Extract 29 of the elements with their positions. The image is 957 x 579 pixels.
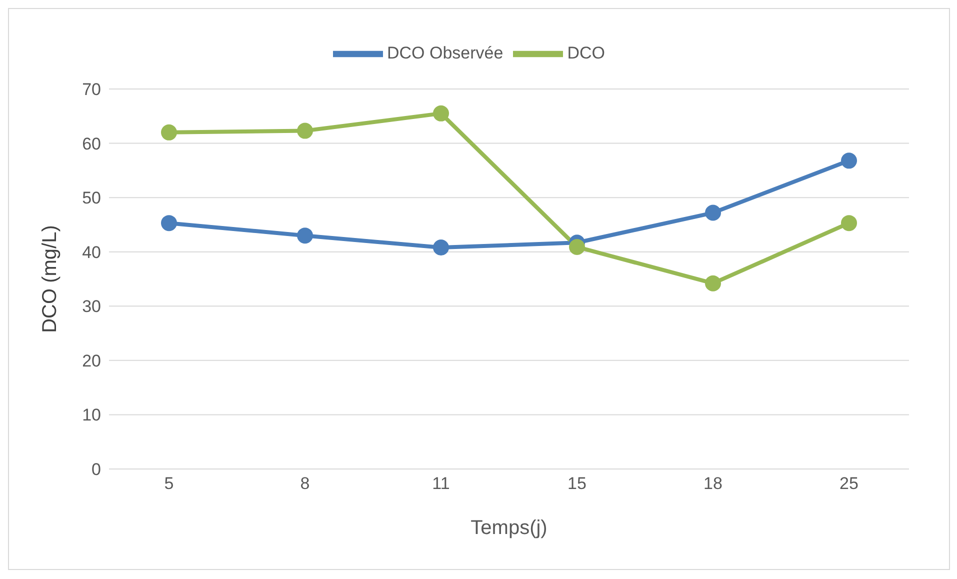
point	[705, 275, 721, 292]
point	[705, 204, 721, 221]
point	[841, 152, 857, 169]
y-axis-title: DCO (mg/L)	[39, 225, 62, 333]
y-tick-label: 10	[82, 406, 101, 425]
point	[161, 124, 177, 140]
point	[433, 240, 449, 256]
legend-label: DCO Observée	[387, 43, 504, 62]
x-tick-label: 11	[432, 474, 450, 494]
point	[433, 105, 449, 122]
point	[569, 238, 585, 255]
legend-label: DCO	[567, 43, 605, 62]
y-tick-label: 30	[82, 297, 101, 316]
x-tick-label: 18	[704, 474, 722, 494]
point	[161, 215, 177, 232]
x-tick-label: 25	[840, 474, 858, 494]
y-tick-label: 0	[92, 460, 101, 480]
point	[297, 228, 313, 244]
point	[841, 215, 857, 232]
y-tick-label: 70	[82, 80, 101, 100]
y-tick-label: 60	[82, 134, 101, 154]
x-tick-label: 15	[568, 474, 586, 494]
x-axis-title: Temps(j)	[470, 517, 548, 539]
y-tick-label: 50	[82, 188, 101, 208]
point	[297, 122, 313, 139]
y-tick-label: 20	[82, 351, 101, 370]
x-tick-label: 5	[164, 474, 174, 494]
y-tick-label: 40	[82, 242, 101, 262]
x-tick-label: 8	[300, 474, 310, 494]
